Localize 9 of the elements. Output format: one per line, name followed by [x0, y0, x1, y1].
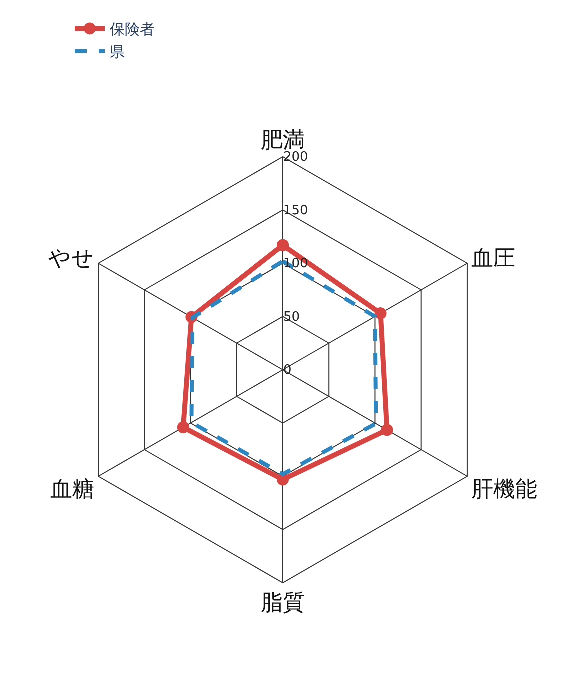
legend-label: 保険者: [110, 20, 155, 39]
y-tick-label: 150: [284, 203, 308, 218]
spoke-label: 血糖: [50, 478, 94, 503]
y-tick-label: 50: [284, 310, 300, 325]
spoke-label: 肝機能: [472, 478, 538, 503]
spoke-label: 脂質: [261, 590, 305, 616]
spoke-label: 血圧: [472, 246, 516, 272]
legend-label: 県: [110, 43, 125, 62]
spoke-label: やせ: [48, 246, 94, 272]
